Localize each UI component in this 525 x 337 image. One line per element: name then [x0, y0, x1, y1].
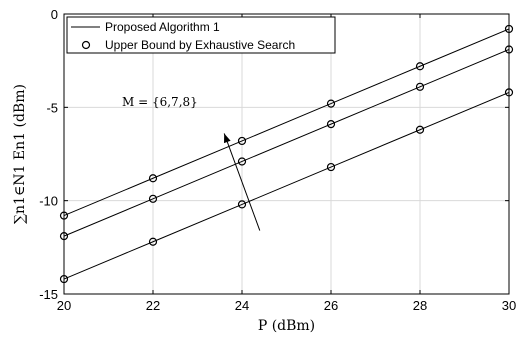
x-tick-label: 22 — [146, 298, 160, 313]
x-tick-label: 20 — [57, 298, 71, 313]
series-markers — [59, 24, 514, 284]
series-1-line — [63, 28, 510, 217]
series-2-line — [63, 49, 510, 237]
axis-ticks — [63, 13, 510, 295]
y-tick-label: -15 — [39, 287, 58, 302]
series-2-marker — [326, 120, 336, 129]
x-tick-label: 30 — [502, 298, 516, 313]
x-tick-label: 24 — [235, 298, 249, 313]
grid — [63, 13, 510, 295]
series-lines — [63, 28, 510, 280]
tick-labels: 20 22 24 26 28 30 0 -5 -10 -15 — [39, 7, 516, 313]
annotation-arrow — [223, 133, 261, 231]
series-2-marker — [148, 194, 158, 203]
y-axis-label: ∑n1∈N1 En1 (dBm) — [12, 84, 28, 224]
plot-frame — [63, 13, 510, 295]
legend-entry-proposed: Proposed Algorithm 1 — [105, 20, 220, 34]
series-1-marker — [237, 136, 247, 146]
x-axis-label: P (dBm) — [258, 318, 315, 334]
series-3-marker — [326, 162, 336, 172]
series-1-marker — [415, 62, 425, 71]
y-tick-label: 0 — [51, 7, 58, 22]
x-tick-label: 26 — [324, 298, 338, 313]
legend-entry-upper-bound: Upper Bound by Exhaustive Search — [105, 38, 295, 52]
series-3-marker — [148, 237, 158, 246]
series-3-marker — [415, 125, 425, 134]
annotation: M = {6,7,8} — [122, 95, 261, 231]
x-tick-label: 28 — [413, 298, 427, 313]
annotation-arrowhead — [224, 133, 231, 144]
legend: Proposed Algorithm 1 Upper Bound by Exha… — [66, 16, 336, 54]
series-1-marker — [326, 99, 336, 108]
y-tick-label: -10 — [39, 194, 58, 209]
annotation-label: M = {6,7,8} — [122, 95, 198, 109]
series-1-marker — [148, 174, 158, 183]
legend-marker-swatch — [81, 40, 91, 50]
y-tick-label: -5 — [46, 100, 58, 115]
series-2-marker — [237, 157, 247, 166]
series-3-marker — [237, 200, 247, 209]
series-3-line — [63, 91, 510, 280]
legend-box — [66, 16, 336, 54]
series-2-marker — [415, 82, 425, 91]
